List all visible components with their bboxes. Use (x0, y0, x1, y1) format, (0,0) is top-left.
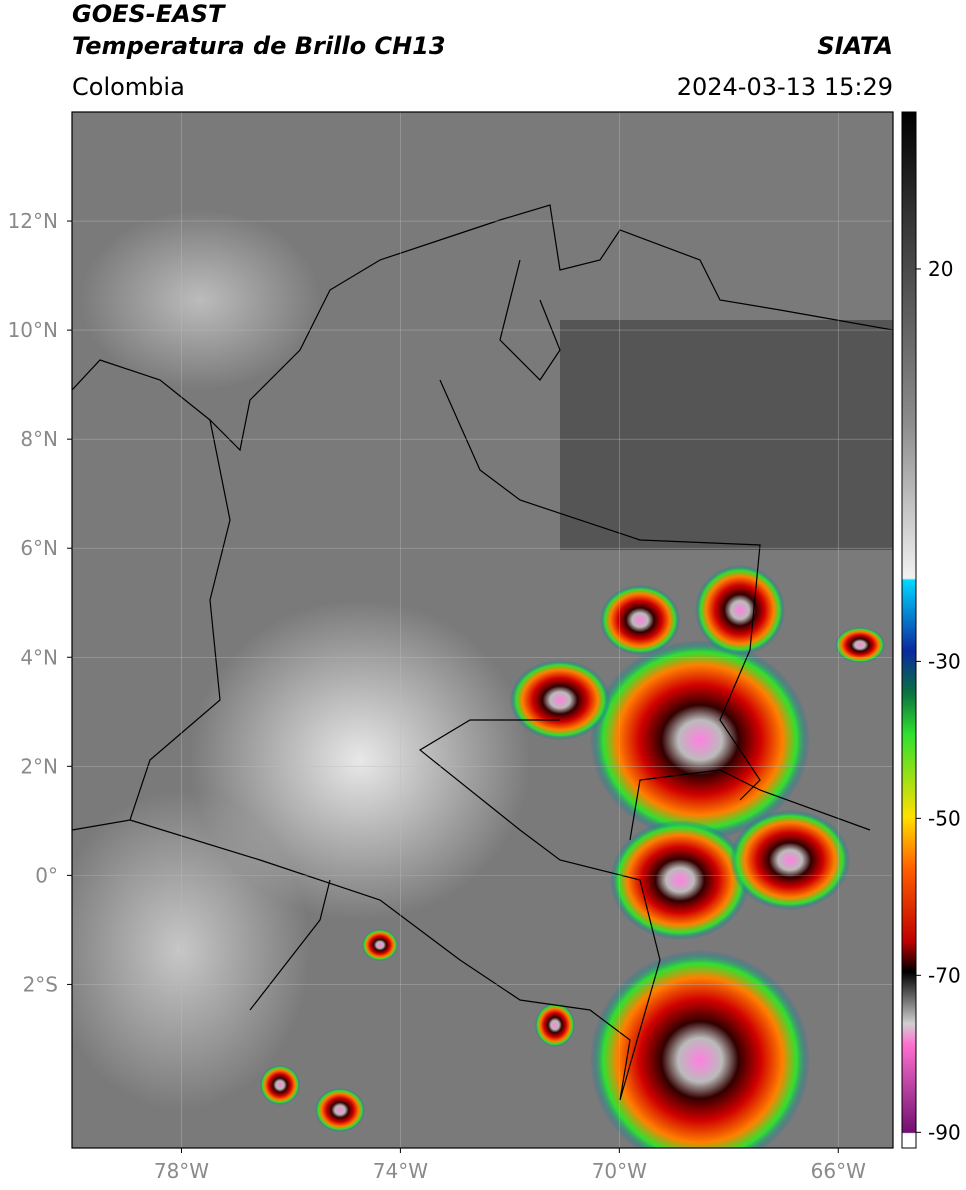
storm-cell (510, 660, 610, 740)
y-tick-label: 2°S (23, 972, 58, 996)
border (129, 719, 661, 1101)
cloud (80, 210, 320, 390)
colorbar-label: -50 (928, 806, 961, 830)
colorbar (901, 111, 917, 1149)
y-tick-label: 10°N (8, 318, 58, 342)
cloud (72, 790, 310, 1110)
storm-cell (610, 820, 750, 940)
y-tick-label: 0° (35, 863, 58, 887)
x-tick-label: 78°W (154, 1159, 209, 1183)
border (439, 379, 761, 801)
y-tick-label: 12°N (8, 209, 58, 233)
colorbar-label: -90 (928, 1120, 961, 1144)
storm-cell (835, 627, 885, 663)
storm-cell (600, 585, 680, 655)
region: Colombia (72, 73, 185, 101)
x-tick-label: 70°W (592, 1159, 647, 1183)
storm-cell (535, 1003, 575, 1047)
title: GOES-EAST (72, 0, 226, 28)
colorbar-label: 20 (928, 257, 953, 281)
y-tick-label: 4°N (20, 645, 58, 669)
x-tick-label: 74°W (373, 1159, 428, 1183)
storm-cell (362, 929, 398, 961)
y-tick-label: 6°N (20, 536, 58, 560)
storm-cell (590, 950, 810, 1148)
storm-cell (695, 565, 785, 655)
storm-cell (315, 1088, 365, 1132)
storm-cell (260, 1065, 300, 1105)
cloud (190, 600, 530, 920)
timestamp: 2024-03-13 15:29 (677, 73, 893, 101)
y-tick-label: 8°N (20, 427, 58, 451)
border (249, 879, 331, 1011)
colorbar-label: -30 (928, 649, 961, 673)
storm-cell (730, 810, 850, 910)
y-tick-label: 2°N (20, 754, 58, 778)
credit: SIATA (817, 32, 893, 60)
border (629, 769, 871, 841)
coastline (499, 259, 561, 381)
borders (72, 204, 893, 1101)
map-frame (71, 111, 894, 1149)
x-tick-label: 66°W (811, 1159, 866, 1183)
dark-region (560, 320, 893, 550)
colorbar-label: -70 (928, 963, 961, 987)
satellite-image (72, 112, 893, 1148)
subtitle: Temperatura de Brillo CH13 (72, 32, 446, 60)
graticule (72, 112, 893, 1148)
storm-cell (590, 640, 810, 840)
